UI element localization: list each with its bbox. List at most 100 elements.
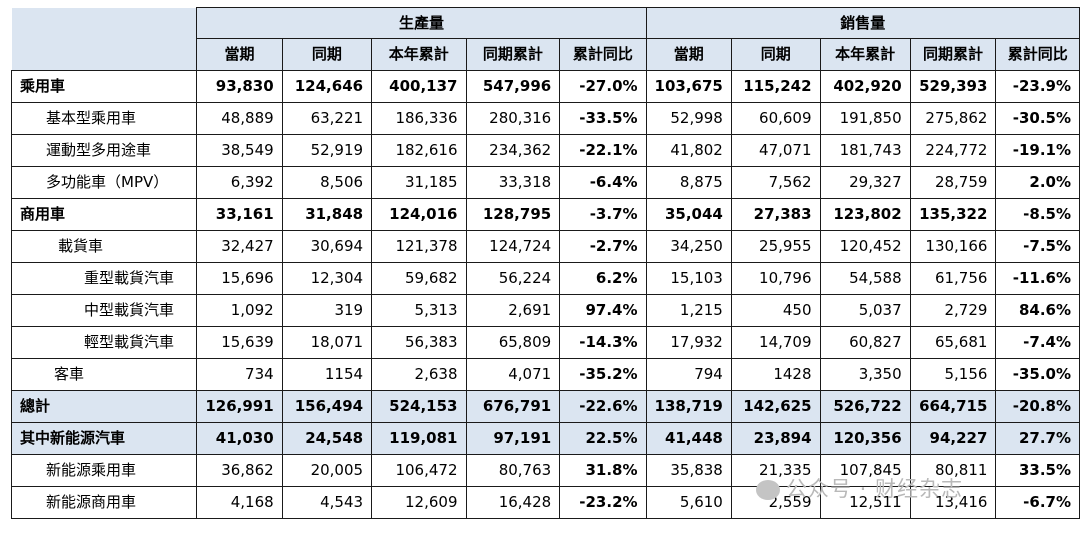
value-cell: 1,092 (196, 294, 283, 327)
yoy-cell: -27.0% (559, 70, 647, 103)
table-row: 總計 126,991 156,494 524,153 676,791 -22.6% 138,… (10, 390, 1080, 423)
value-cell: 5,156 (909, 358, 997, 391)
yoy-cell: 22.5% (559, 422, 647, 455)
yoy-cell: 31.8% (559, 454, 647, 487)
value-cell: 142,625 (730, 390, 821, 423)
yoy-cell: 84.6% (995, 294, 1080, 327)
value-cell: 547,996 (465, 70, 561, 103)
value-cell: 664,715 (909, 390, 997, 423)
value-cell: 35,838 (645, 454, 732, 487)
value-cell: 280,316 (465, 102, 561, 135)
yoy-cell: -6.7% (995, 486, 1080, 519)
value-cell: 1428 (730, 358, 821, 391)
value-cell: 35,044 (645, 198, 732, 231)
value-cell: 4,543 (281, 486, 373, 519)
table-row: 新能源乘用車 36,862 20,005 106,472 80,763 31.8% 35,8… (10, 454, 1080, 487)
value-cell: 181,743 (819, 134, 911, 167)
value-cell: 529,393 (909, 70, 997, 103)
value-cell: 41,802 (645, 134, 732, 167)
value-cell: 128,795 (465, 198, 561, 231)
value-cell: 5,037 (819, 294, 911, 327)
row-label: 客車 (10, 358, 198, 391)
value-cell: 124,724 (465, 230, 561, 263)
col-header: 同期 (730, 38, 821, 71)
value-cell: 20,005 (281, 454, 373, 487)
yoy-cell: 27.7% (995, 422, 1080, 455)
row-label: 中型載貨汽車 (10, 294, 198, 327)
value-cell: 8,506 (281, 166, 373, 199)
yoy-cell: -11.6% (995, 262, 1080, 295)
value-cell: 34,250 (645, 230, 732, 263)
value-cell: 56,224 (465, 262, 561, 295)
value-cell: 526,722 (819, 390, 911, 423)
row-label: 新能源商用車 (10, 486, 198, 519)
value-cell: 2,729 (909, 294, 997, 327)
watermark-text: 公众号 · 财经杂志 (786, 477, 964, 501)
table-row: 載貨車 32,427 30,694 121,378 124,724 -2.7% 34,250… (10, 230, 1080, 263)
value-cell: 24,548 (281, 422, 373, 455)
value-cell: 29,327 (819, 166, 911, 199)
value-cell: 106,472 (371, 454, 467, 487)
row-label: 乘用車 (10, 70, 198, 103)
value-cell: 16,428 (465, 486, 561, 519)
value-cell: 65,681 (909, 326, 997, 359)
col-header: 累計同比 (559, 38, 647, 71)
value-cell: 36,862 (196, 454, 283, 487)
value-cell: 15,696 (196, 262, 283, 295)
value-cell: 126,991 (196, 390, 283, 423)
value-cell: 61,756 (909, 262, 997, 295)
value-cell: 130,166 (909, 230, 997, 263)
value-cell: 38,549 (196, 134, 283, 167)
value-cell: 5,313 (371, 294, 467, 327)
row-label: 其中新能源汽車 (10, 422, 198, 455)
yoy-cell: 97.4% (559, 294, 647, 327)
value-cell: 33,161 (196, 198, 283, 231)
value-cell: 25,955 (730, 230, 821, 263)
value-cell: 186,336 (371, 102, 467, 135)
col-header: 本年累計 (371, 38, 467, 71)
yoy-cell: -35.0% (995, 358, 1080, 391)
yoy-cell: -22.6% (559, 390, 647, 423)
value-cell: 135,322 (909, 198, 997, 231)
value-cell: 12,511 (819, 486, 911, 519)
value-cell: 402,920 (819, 70, 911, 103)
col-header: 同期 (281, 38, 373, 71)
value-cell: 60,609 (730, 102, 821, 135)
yoy-cell: -23.9% (995, 70, 1080, 103)
value-cell: 5,610 (645, 486, 732, 519)
row-label: 商用車 (10, 198, 198, 231)
value-cell: 32,427 (196, 230, 283, 263)
value-cell: 275,862 (909, 102, 997, 135)
row-label: 多功能車（MPV） (10, 166, 198, 199)
value-cell: 734 (196, 358, 283, 391)
table-row: 新能源商用車 4,168 4,543 12,609 16,428 -23.2% 5,610 2… (10, 486, 1080, 519)
value-cell: 97,191 (465, 422, 561, 455)
wechat-icon (756, 480, 780, 500)
row-label: 總計 (10, 390, 198, 423)
yoy-cell: -33.5% (559, 102, 647, 135)
value-cell: 65,809 (465, 326, 561, 359)
yoy-cell: -20.8% (995, 390, 1080, 423)
value-cell: 8,875 (645, 166, 732, 199)
value-cell: 1154 (281, 358, 373, 391)
yoy-cell: -30.5% (995, 102, 1080, 135)
table-body: 乘用車 93,830 124,646 400,137 547,996 -27.0% 103,… (10, 70, 1080, 519)
group-header-row: 生產量 銷售量 (11, 7, 1080, 71)
value-cell: 400,137 (371, 70, 467, 103)
value-cell: 23,894 (730, 422, 821, 455)
value-cell: 30,694 (281, 230, 373, 263)
value-cell: 182,616 (371, 134, 467, 167)
value-cell: 4,168 (196, 486, 283, 519)
row-label: 載貨車 (10, 230, 198, 263)
value-cell: 124,646 (281, 70, 373, 103)
value-cell: 234,362 (465, 134, 561, 167)
value-cell: 60,827 (819, 326, 911, 359)
yoy-cell: -8.5% (995, 198, 1080, 231)
yoy-cell: -7.4% (995, 326, 1080, 359)
value-cell: 319 (281, 294, 373, 327)
value-cell: 224,772 (909, 134, 997, 167)
value-cell: 41,448 (645, 422, 732, 455)
table-row: 多功能車（MPV） 6,392 8,506 31,185 33,318 -6.4% 8,87… (10, 166, 1080, 199)
value-cell: 676,791 (465, 390, 561, 423)
value-cell: 12,304 (281, 262, 373, 295)
